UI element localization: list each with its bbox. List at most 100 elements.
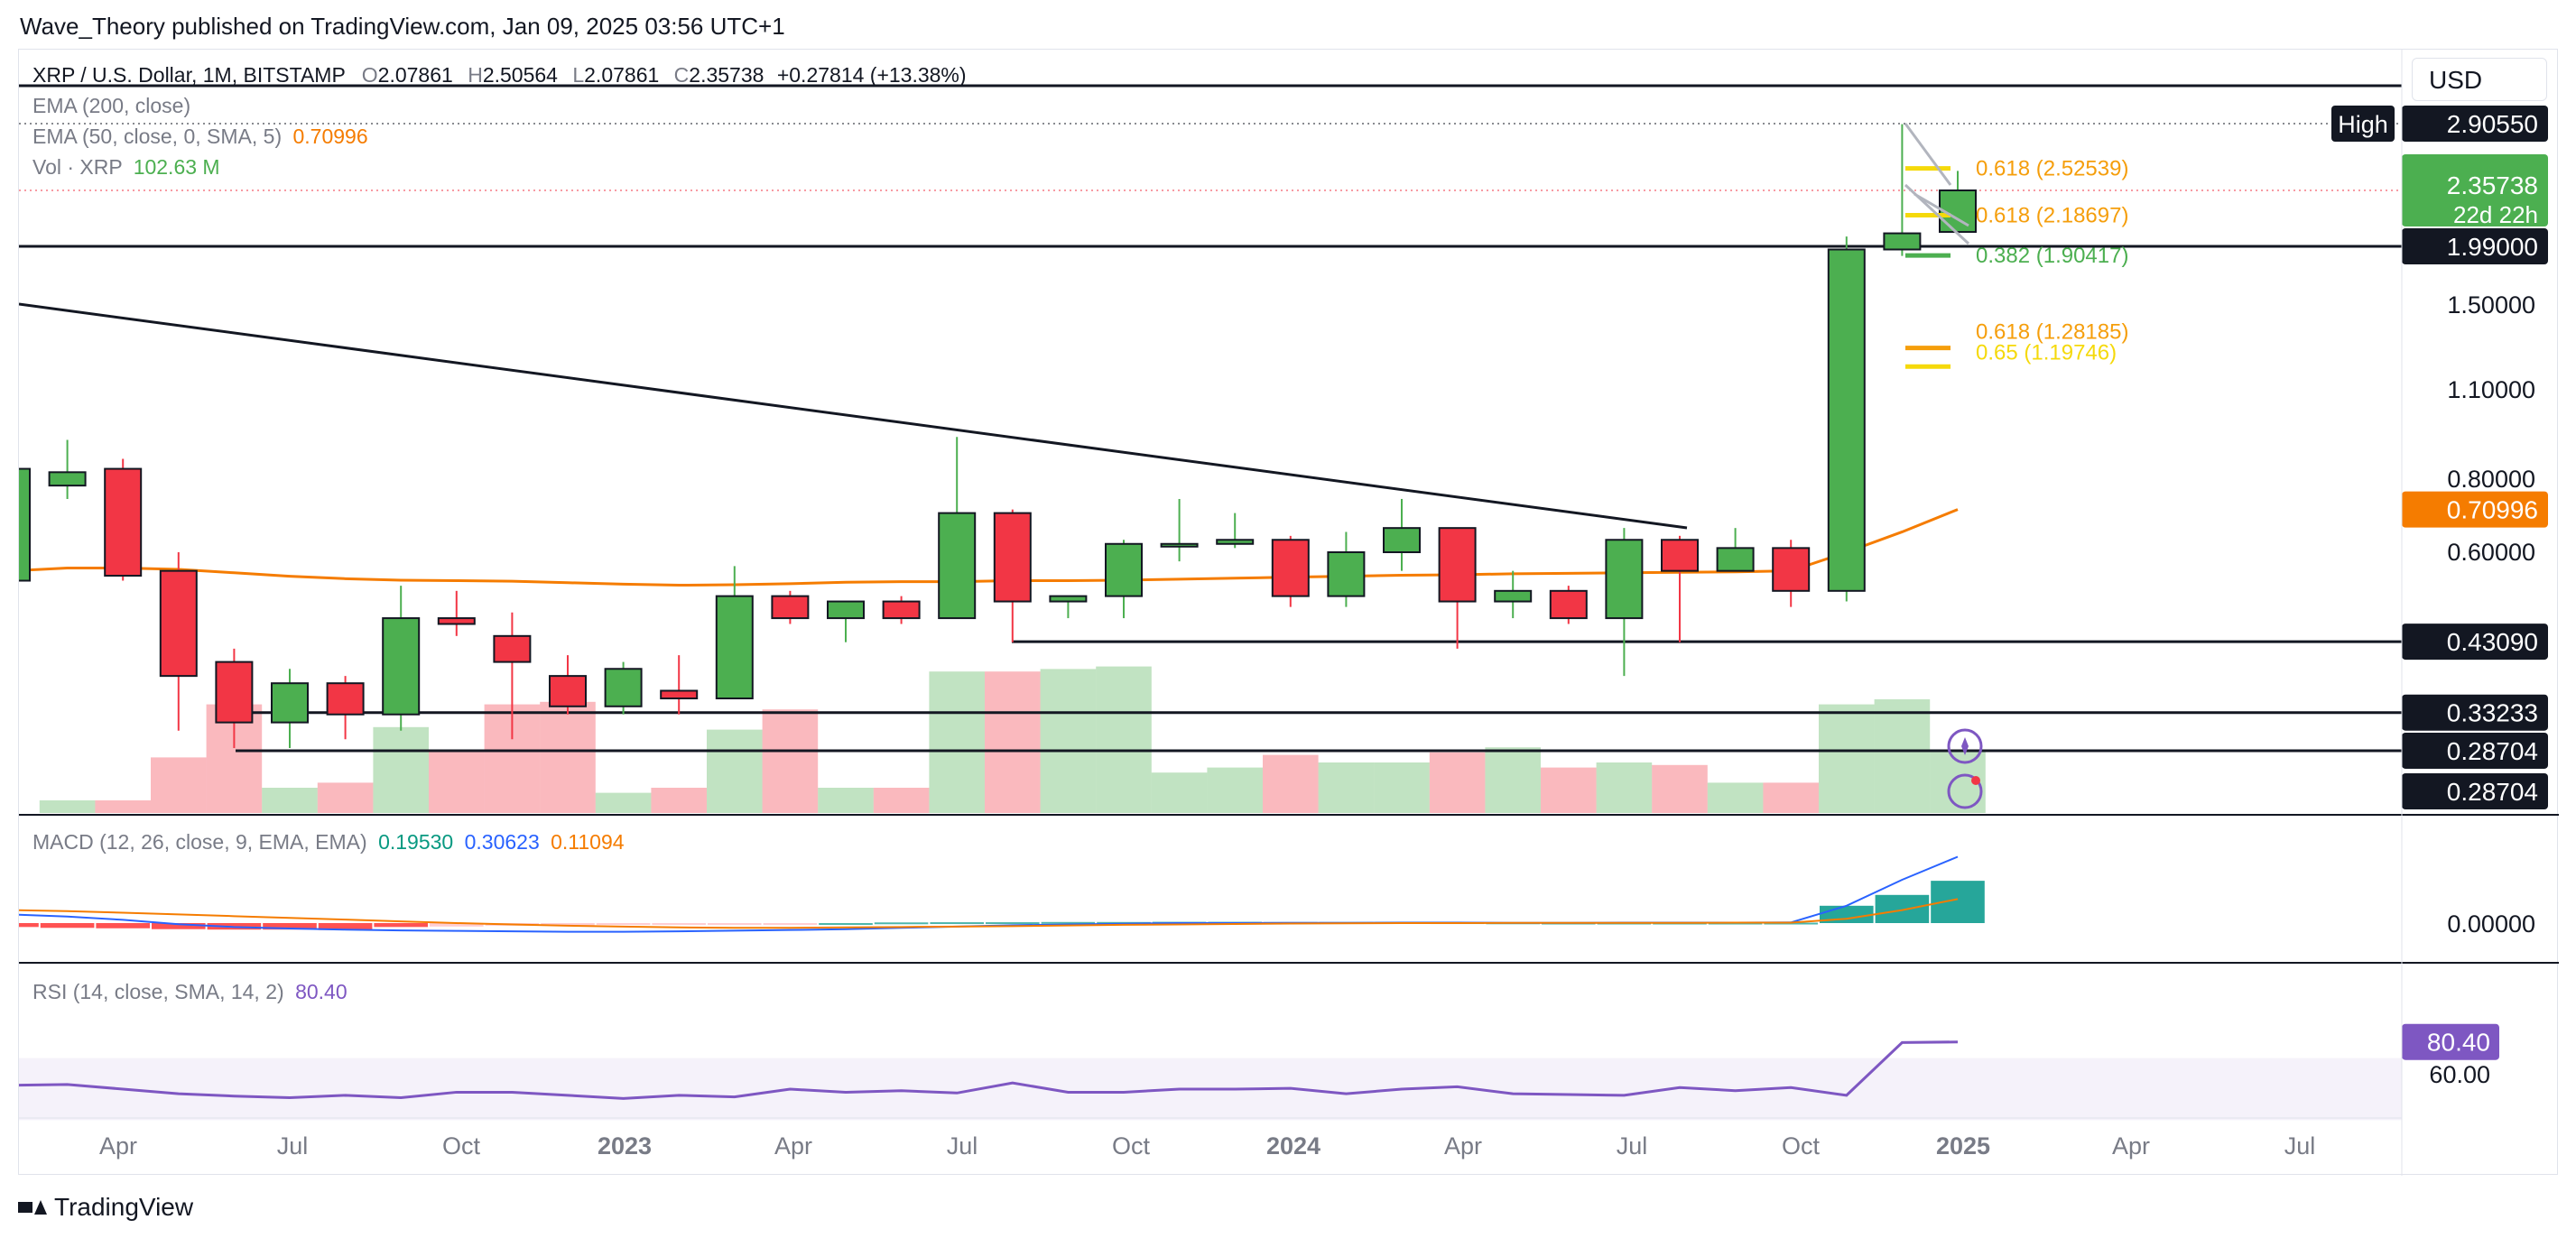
macd-hist-bar [652, 923, 706, 925]
volume-bar [95, 800, 151, 813]
macd-hist-bar [819, 923, 873, 925]
level-tag-secondary: 0.28704 [2447, 778, 2538, 806]
legend-close-label: C [673, 63, 690, 87]
ema-tag: 0.70996 [2447, 496, 2538, 524]
volume-bar [929, 671, 985, 813]
level-tag-bg [2402, 228, 2548, 264]
candle [159, 569, 198, 678]
legend-ema50-label: EMA (50, close, 0, SMA, 5) [32, 125, 283, 148]
volume-bar [1429, 752, 1486, 813]
legend-ema200[interactable]: EMA (200, close) [32, 94, 190, 118]
fib-label-upper: 0.382 (1.90417) [1976, 244, 2128, 268]
fib-label-lower: 0.65 (1.19746) [1976, 340, 2117, 365]
publisher-line: Wave_Theory published on TradingView.com… [20, 13, 785, 40]
level-tag-bg [2402, 624, 2548, 661]
macd-hist-bar [874, 922, 929, 925]
legend-rsi[interactable]: RSI (14, close, SMA, 14, 2) 80.40 [32, 980, 347, 1004]
time-axis-tick: Oct [1782, 1132, 1821, 1159]
candle [1327, 551, 1366, 597]
tradingview-brand: TradingView [54, 1193, 194, 1221]
volume-bar [1707, 782, 1764, 813]
legend-ohlc: XRP / U.S. Dollar, 1M, BITSTAMP O2.07861… [32, 63, 967, 88]
macd-hist-bar [152, 923, 206, 929]
time-axis-tick: Oct [1112, 1132, 1151, 1159]
candle [1549, 589, 1588, 620]
spark-icon-glyph [1961, 737, 1969, 755]
price-chart[interactable]: 0.618 (2.52539) 0.618 (2.18697) 0.382 (1.9… [19, 50, 2559, 1176]
macd-hist-bar [763, 923, 818, 925]
volume-bar [1096, 666, 1152, 813]
time-axis-tick: Jul [947, 1132, 978, 1159]
volume-bar [1652, 764, 1708, 813]
volume-bar [1318, 762, 1375, 813]
macd-hist-bar [19, 923, 39, 928]
candle [437, 617, 476, 625]
legend-volume-label: Vol · XRP [32, 155, 123, 179]
legend-symbol[interactable]: XRP / U.S. Dollar, 1M, BITSTAMP [32, 63, 346, 87]
volume-bar [1819, 704, 1875, 813]
legend-high: 2.50564 [482, 63, 558, 87]
macd-hist-bar [1875, 894, 1930, 923]
time-axis-tick: Apr [1444, 1132, 1482, 1159]
tradingview-logo-icon [18, 1198, 47, 1216]
time-axis-tick: Jul [2284, 1132, 2316, 1159]
candle [1827, 248, 1866, 592]
macd-hist-bar [374, 923, 428, 928]
candle [1160, 542, 1199, 548]
macd-hist-bar [708, 923, 762, 925]
tradingview-logo[interactable]: TradingView [18, 1193, 193, 1222]
legend-change: +0.27814 (+13.38%) [776, 63, 967, 87]
macd-hist-bar [430, 923, 484, 927]
legend-macd-line: 0.30623 [464, 830, 540, 854]
candle [104, 467, 143, 577]
volume-bar [1040, 669, 1097, 813]
volume-bar [1874, 699, 1931, 813]
chart-container[interactable]: 0.618 (2.52539) 0.618 (2.18697) 0.382 (1.9… [18, 49, 2559, 1176]
price-axis-tick: 0.60000 [2447, 539, 2535, 566]
legend-macd[interactable]: MACD (12, 26, close, 9, EMA, EMA) 0.1953… [32, 830, 625, 855]
legend-ema200-label: EMA (200, close) [32, 94, 191, 117]
legend-volume[interactable]: Vol · XRP 102.63 M [32, 155, 220, 180]
level-tag-bg [2402, 694, 2548, 731]
time-axis-tick: 2023 [598, 1132, 652, 1159]
price-axis-tick: 1.50000 [2447, 291, 2535, 319]
macd-hist-bar [96, 923, 150, 928]
level-tag: 0.43090 [2447, 628, 2538, 656]
legend-high-label: H [468, 63, 483, 87]
volume-bar [540, 701, 596, 813]
fib-label-lower: 0.618 (1.28185) [1976, 320, 2128, 345]
candle [604, 668, 643, 707]
candle [1105, 542, 1143, 597]
candle [1383, 527, 1421, 553]
legend-macd-signal: 0.11094 [551, 830, 625, 854]
price-axis-tick: 0.80000 [2447, 466, 2535, 493]
level-tag-bg [2402, 106, 2548, 142]
level-tag: 0.28704 [2447, 737, 2538, 765]
volume-bar [1485, 747, 1541, 813]
time-axis-tick: Apr [99, 1132, 137, 1159]
currency-button[interactable]: USD [2412, 58, 2547, 101]
candle [1716, 547, 1755, 572]
macd-hist-bar [541, 923, 595, 926]
fib-label-upper: 0.618 (2.52539) [1976, 157, 2128, 181]
time-axis-tick: 2025 [1936, 1132, 1990, 1159]
volume-bar [1207, 767, 1263, 813]
volume-bar [707, 729, 763, 813]
candle [827, 600, 865, 620]
alert-icon [1947, 773, 1983, 809]
legend-volume-value: 102.63 M [133, 155, 220, 179]
legend-low-label: L [572, 63, 585, 87]
legend-rsi-label: RSI (14, close, SMA, 14, 2) [32, 980, 284, 1003]
rsi-line [19, 1040, 1959, 1100]
volume-bar [262, 788, 318, 813]
volume-bar [873, 788, 930, 813]
volume-bar [651, 788, 707, 813]
level-tag-secondary-bg [2402, 773, 2548, 809]
time-axis-tick: Oct [442, 1132, 481, 1159]
volume-bar [1374, 762, 1430, 813]
macd-hist-bar [1041, 921, 1096, 924]
legend-open-label: O [361, 63, 378, 87]
candle [1939, 189, 1977, 234]
legend-ema50[interactable]: EMA (50, close, 0, SMA, 5) 0.70996 [32, 125, 368, 149]
macd-hist-bar [986, 922, 1040, 925]
